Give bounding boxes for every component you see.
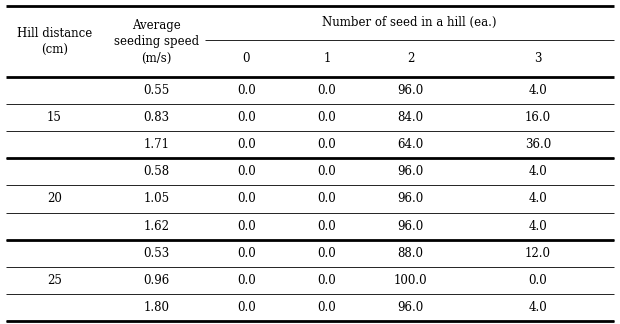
Text: 100.0: 100.0: [394, 274, 428, 287]
Text: 0.0: 0.0: [237, 111, 256, 124]
Text: 0.83: 0.83: [143, 111, 170, 124]
Text: 0.53: 0.53: [143, 247, 170, 260]
Text: 1.62: 1.62: [144, 220, 169, 233]
Text: 0.0: 0.0: [317, 138, 337, 151]
Text: 88.0: 88.0: [398, 247, 423, 260]
Text: 3: 3: [534, 52, 542, 65]
Text: 4.0: 4.0: [528, 84, 547, 97]
Text: Average
seeding speed
(m/s): Average seeding speed (m/s): [114, 19, 199, 65]
Text: 0.55: 0.55: [143, 84, 170, 97]
Text: 0.0: 0.0: [317, 301, 337, 314]
Text: 64.0: 64.0: [397, 138, 424, 151]
Text: 16.0: 16.0: [525, 111, 551, 124]
Text: 36.0: 36.0: [525, 138, 551, 151]
Text: 0.0: 0.0: [237, 301, 256, 314]
Text: 0: 0: [242, 52, 250, 65]
Text: 96.0: 96.0: [397, 301, 424, 314]
Text: 12.0: 12.0: [525, 247, 551, 260]
Text: 4.0: 4.0: [528, 220, 547, 233]
Text: 4.0: 4.0: [528, 192, 547, 205]
Text: 15: 15: [47, 111, 61, 124]
Text: 0.96: 0.96: [143, 274, 170, 287]
Text: 96.0: 96.0: [397, 220, 424, 233]
Text: 0.0: 0.0: [237, 166, 256, 179]
Text: 0.0: 0.0: [317, 166, 337, 179]
Text: 0.0: 0.0: [317, 192, 337, 205]
Text: 1.05: 1.05: [143, 192, 170, 205]
Text: 20: 20: [47, 192, 61, 205]
Text: 1.80: 1.80: [144, 301, 169, 314]
Text: 0.0: 0.0: [528, 274, 547, 287]
Text: 4.0: 4.0: [528, 166, 547, 179]
Text: 0.0: 0.0: [237, 247, 256, 260]
Text: 4.0: 4.0: [528, 301, 547, 314]
Text: 25: 25: [47, 274, 61, 287]
Text: 0.0: 0.0: [317, 84, 337, 97]
Text: 1.71: 1.71: [144, 138, 169, 151]
Text: 0.0: 0.0: [317, 247, 337, 260]
Text: 96.0: 96.0: [397, 192, 424, 205]
Text: 0.58: 0.58: [143, 166, 170, 179]
Text: 1: 1: [324, 52, 330, 65]
Text: 0.0: 0.0: [237, 220, 256, 233]
Text: 0.0: 0.0: [237, 138, 256, 151]
Text: 0.0: 0.0: [317, 274, 337, 287]
Text: 0.0: 0.0: [237, 84, 256, 97]
Text: 0.0: 0.0: [237, 192, 256, 205]
Text: 84.0: 84.0: [397, 111, 424, 124]
Text: 96.0: 96.0: [397, 166, 424, 179]
Text: 0.0: 0.0: [317, 220, 337, 233]
Text: Hill distance
(cm): Hill distance (cm): [17, 27, 92, 57]
Text: 2: 2: [407, 52, 414, 65]
Text: Number of seed in a hill (ea.): Number of seed in a hill (ea.): [322, 16, 497, 29]
Text: 0.0: 0.0: [317, 111, 337, 124]
Text: 96.0: 96.0: [397, 84, 424, 97]
Text: 0.0: 0.0: [237, 274, 256, 287]
